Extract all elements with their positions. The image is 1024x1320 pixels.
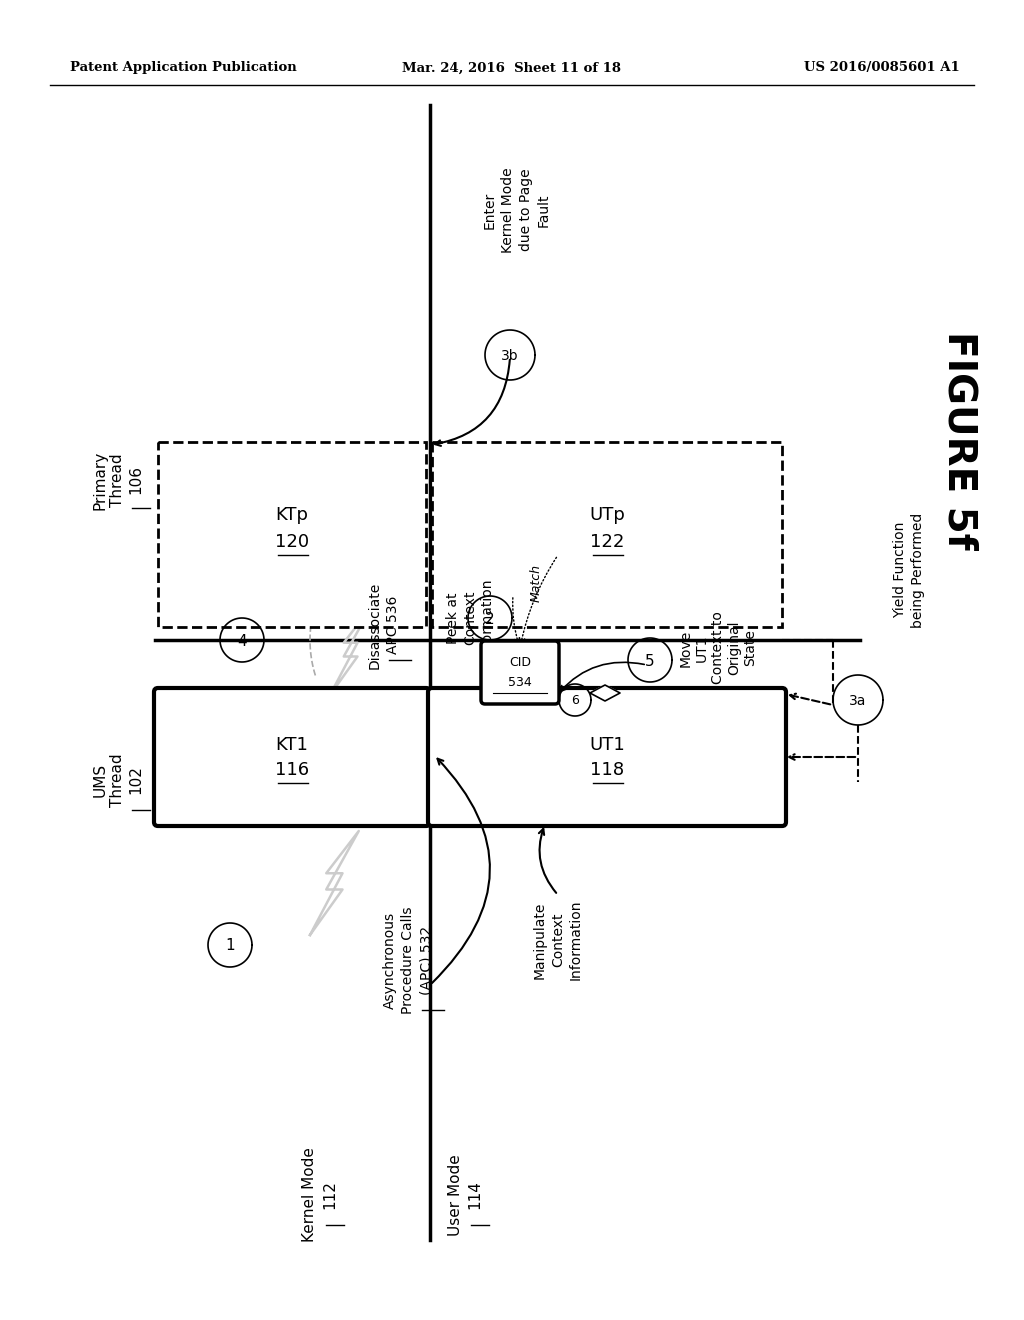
Polygon shape: [590, 685, 620, 701]
Text: Match: Match: [529, 564, 543, 602]
Text: 6: 6: [571, 694, 579, 708]
Text: 2: 2: [485, 611, 495, 627]
Text: 114: 114: [468, 1180, 482, 1209]
Text: 4: 4: [238, 634, 247, 648]
Text: Mar. 24, 2016  Sheet 11 of 18: Mar. 24, 2016 Sheet 11 of 18: [402, 62, 622, 74]
Text: Kernel Mode: Kernel Mode: [302, 1147, 317, 1242]
Text: 120: 120: [274, 533, 309, 550]
Text: Procedure Calls: Procedure Calls: [401, 907, 415, 1014]
Text: 112: 112: [323, 1180, 338, 1209]
FancyBboxPatch shape: [154, 688, 430, 826]
Text: 3b: 3b: [501, 348, 519, 363]
Text: CID: CID: [509, 656, 531, 669]
Text: Yield Function: Yield Function: [893, 521, 907, 618]
Text: Asynchronous: Asynchronous: [383, 911, 397, 1008]
Text: 122: 122: [590, 533, 625, 550]
FancyBboxPatch shape: [428, 688, 786, 826]
Text: US 2016/0085601 A1: US 2016/0085601 A1: [804, 62, 961, 74]
Text: Manipulate: Manipulate: [534, 902, 547, 978]
Text: UMS: UMS: [92, 763, 108, 797]
Text: 118: 118: [590, 762, 624, 779]
Text: 102: 102: [128, 766, 143, 795]
Text: Patent Application Publication: Patent Application Publication: [70, 62, 297, 74]
Text: Context to: Context to: [711, 611, 725, 685]
Bar: [432, 442, 782, 627]
Text: due to Page: due to Page: [519, 169, 534, 251]
Text: Information: Information: [480, 578, 494, 659]
Text: Kernel Mode: Kernel Mode: [501, 168, 515, 253]
Text: Thread: Thread: [111, 754, 126, 807]
Text: 3a: 3a: [849, 694, 866, 708]
Bar: [158, 442, 426, 627]
Text: FIGURE 5f: FIGURE 5f: [941, 331, 979, 549]
Text: Original: Original: [727, 620, 741, 676]
Text: 534: 534: [508, 676, 531, 689]
Text: State: State: [743, 630, 757, 667]
Text: Move: Move: [679, 630, 693, 667]
Text: 5: 5: [645, 653, 654, 668]
Text: KTp: KTp: [275, 506, 308, 524]
Text: Context: Context: [551, 912, 565, 968]
Text: Thread: Thread: [111, 453, 126, 507]
Text: (APC) 532: (APC) 532: [419, 925, 433, 994]
Text: 106: 106: [128, 466, 143, 495]
Text: Context: Context: [463, 591, 477, 645]
Text: 116: 116: [274, 762, 309, 779]
Text: UT1: UT1: [695, 634, 709, 661]
FancyBboxPatch shape: [481, 642, 559, 704]
Text: KT1: KT1: [275, 737, 308, 754]
Text: being Performed: being Performed: [911, 512, 925, 627]
Text: Peek at: Peek at: [446, 593, 460, 644]
Text: UTp: UTp: [589, 506, 625, 524]
Text: UT1: UT1: [589, 737, 625, 754]
Text: Enter: Enter: [483, 191, 497, 228]
Text: 1: 1: [225, 939, 234, 953]
Text: APC 536: APC 536: [386, 595, 400, 655]
Text: Primary: Primary: [92, 450, 108, 510]
Text: Information: Information: [569, 900, 583, 981]
Text: Fault: Fault: [537, 193, 551, 227]
Text: User Mode: User Mode: [447, 1154, 463, 1236]
Text: Disassociate: Disassociate: [368, 581, 382, 669]
